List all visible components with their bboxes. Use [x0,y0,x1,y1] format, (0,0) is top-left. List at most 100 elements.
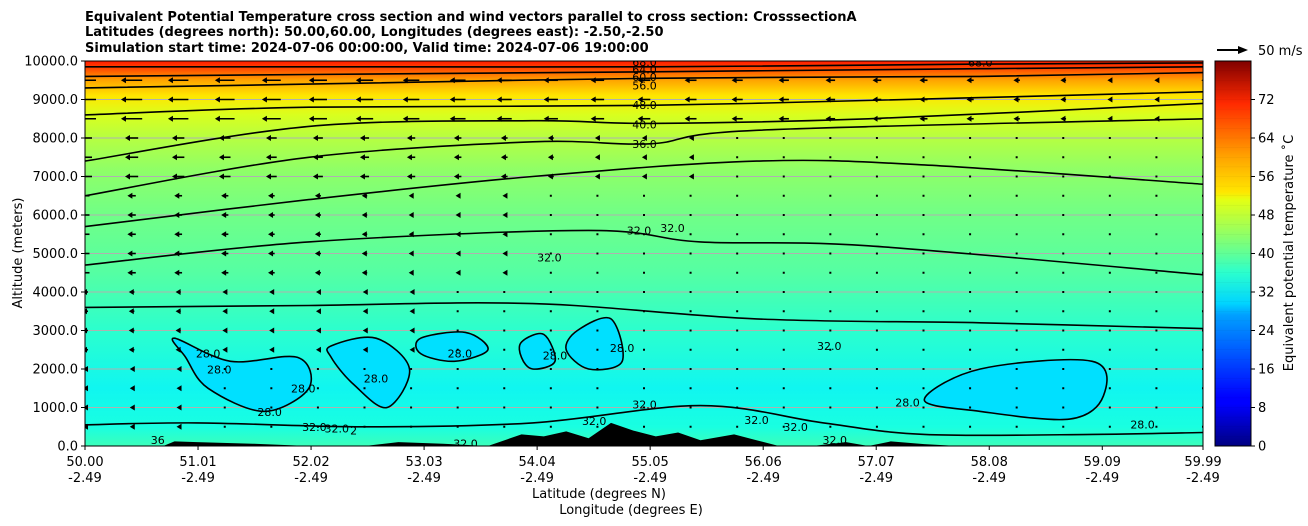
wind-vector-head-92 [261,115,267,122]
wind-vector-head-454 [1154,96,1160,103]
wind-vector-400 [1062,406,1065,409]
wind-vector-233 [643,329,645,332]
wind-vector-head-40 [176,385,182,392]
wind-vector-head-132 [355,77,361,84]
wind-vector-443 [1155,310,1158,313]
colorbar-tick-label-2: 16 [1258,363,1275,378]
wind-vector-head-85 [268,250,274,257]
wind-vector-head-126 [361,192,367,199]
contour-label-8: 32.0 [627,224,652,237]
wind-vector-head-54 [167,115,173,122]
colorbar-tick-label-7: 56 [1258,170,1275,185]
wind-vector-254 [689,291,692,293]
wind-vector-280 [736,156,739,159]
wind-vector-96 [316,406,319,409]
wind-vector-head-207 [543,96,549,103]
wind-vector-198 [549,271,552,274]
contour-region-28-5 [923,358,1108,421]
x-tick-label-lat-4: 54.04 [519,455,556,470]
wind-vector-head-109 [312,154,318,161]
wind-vector-head-377 [966,115,972,122]
wind-vector-228 [643,425,645,428]
wind-vector-head-99 [315,346,321,353]
wind-vector-head-265 [684,77,690,84]
wind-vector-348 [922,310,925,313]
contour-label-30: 32.0 [453,437,478,450]
wind-vector-head-87 [268,212,274,218]
wind-vector-head-90 [265,154,271,161]
y-tick-label-2: 2000.0 [33,363,79,378]
wind-vector-head-165 [453,173,459,180]
contour-label-23: 32.0 [783,421,808,434]
wind-vector-338 [875,137,878,139]
wind-vector-412 [1062,175,1065,178]
wind-vector-356 [922,156,925,159]
wind-vector-394 [1015,156,1018,159]
wind-vector-head-88 [268,192,274,199]
wind-vector-286 [782,406,785,409]
wind-vector-362 [969,406,972,409]
wind-vector-head-33 [124,154,130,161]
x-axis-label-latitude: Latitude (degrees N) [532,487,666,502]
wind-vector-274 [736,271,739,274]
wind-vector-head-282 [731,115,737,122]
wind-vector-head-182 [502,212,508,218]
wind-vector-451 [1155,156,1158,159]
wind-vector-head-130 [355,115,361,122]
wind-vector-277 [736,214,739,216]
wind-vector-head-23 [128,346,134,353]
wind-vector-head-24 [128,327,134,334]
wind-vector-head-416 [1060,96,1066,103]
wind-vector-head-206 [543,115,549,122]
wind-vector-410 [1062,214,1065,216]
wind-vector-head-455 [1154,77,1160,84]
wind-vector-head-49 [174,212,180,218]
wind-vector-head-222 [594,173,600,180]
wind-vector-278 [736,194,739,197]
wind-vector-153 [456,406,459,409]
wind-vector-328 [875,329,878,332]
wind-vector-357 [922,137,925,139]
wind-vector-334 [875,214,878,216]
wind-vector-258 [689,214,692,216]
wind-vector-287 [782,387,785,390]
wind-vector-115 [363,406,366,409]
wind-vector-head-71 [218,154,224,161]
wind-vector-head-30 [127,212,133,218]
wind-vector-head-436 [1107,77,1113,84]
wind-vector-head-180 [502,250,508,257]
wind-vector-head-105 [314,231,320,238]
x-tick-label-lon-9: -2.49 [1085,471,1119,486]
x-tick-label-lon-6: -2.49 [746,471,780,486]
wind-vector-452 [1155,137,1158,139]
contour-line-32-9 [85,404,1203,437]
wind-vector-head-151 [402,77,408,84]
wind-vector-head-147 [406,154,412,161]
y-tick-label-1: 1000.0 [33,401,79,416]
wind-vector-98 [316,368,319,370]
wind-vector-head-131 [355,96,361,103]
wind-vector-head-91 [265,135,271,141]
wind-vector-270 [736,348,739,351]
chart-title-line-3: Simulation start time: 2024-07-06 00:00:… [85,41,649,56]
wind-vector-298 [782,175,785,178]
wind-vector-383 [1015,368,1018,370]
colorbar-tick-label-9: 72 [1258,93,1275,108]
wind-vector-249 [689,387,692,390]
wind-vector-head-68 [221,212,227,218]
y-tick-label-8: 8000.0 [33,132,79,147]
wind-vector-214 [596,329,599,332]
wind-vector-head-18 [74,77,79,83]
wind-vector-327 [875,348,878,351]
wind-vector-60 [223,368,226,370]
wind-vector-210 [596,406,599,409]
wind-vector-head-160 [455,269,461,276]
wind-vector-head-106 [314,212,320,218]
wind-vector-head-61 [222,346,228,353]
wind-vector-427 [1108,252,1111,255]
wind-vector-head-203 [547,173,553,180]
wind-vector-329 [875,310,878,313]
wind-vector-407 [1062,271,1065,274]
wind-vector-head-63 [222,308,228,315]
wind-vector-117 [363,368,366,370]
